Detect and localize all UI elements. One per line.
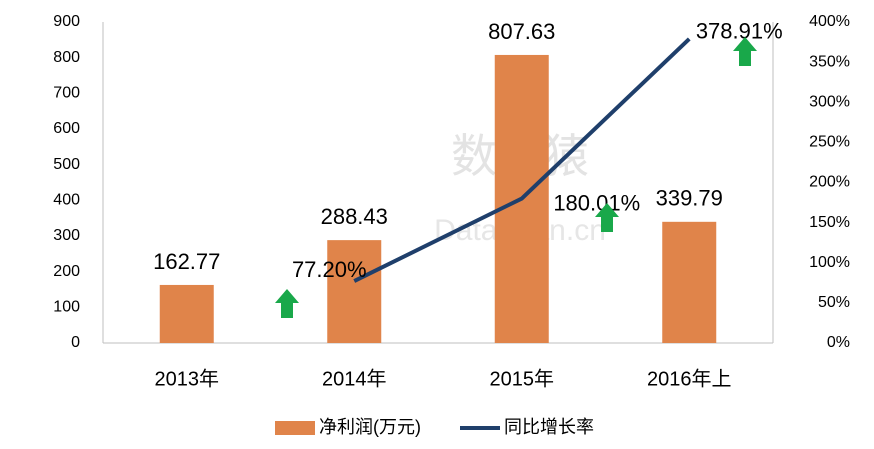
value-label: 807.63 <box>488 19 555 44</box>
x-tick-label: 2016年上 <box>647 367 732 390</box>
y-tick-label: 200 <box>53 263 80 280</box>
y-tick-label: 300 <box>53 227 80 244</box>
up-arrow <box>733 37 757 66</box>
value-label: 180.01% <box>553 190 640 215</box>
y2-tick-label: 100% <box>809 254 850 271</box>
y2-tick-label: 250% <box>809 134 850 151</box>
y2-tick-label: 300% <box>809 93 850 110</box>
y2-tick-label: 200% <box>809 174 850 191</box>
y-tick-label: 100 <box>53 299 80 316</box>
arrows <box>275 37 757 318</box>
y-tick-label: 700 <box>53 85 80 102</box>
up-arrow <box>595 203 619 232</box>
y2-tick-label: 350% <box>809 53 850 70</box>
x-tick-label: 2015年 <box>490 367 555 390</box>
bar <box>662 221 717 343</box>
value-label: 339.79 <box>656 186 723 211</box>
legend-swatch <box>275 421 315 435</box>
legend-label: 同比增长率 <box>504 417 594 437</box>
bar <box>159 284 214 343</box>
y-tick-label: 600 <box>53 120 80 137</box>
legend-label: 净利润(万元) <box>319 417 421 437</box>
value-label: 77.20% <box>292 257 367 282</box>
y-tick-label: 800 <box>53 49 80 66</box>
value-label: 378.91% <box>696 19 783 44</box>
value-label: 162.77 <box>153 249 220 274</box>
y-tick-label: 400 <box>53 192 80 209</box>
y2-tick-label: 50% <box>818 294 850 311</box>
x-tick-label: 2013年 <box>155 367 220 390</box>
y-tick-label: 900 <box>53 13 80 30</box>
y-tick-label: 0 <box>71 334 80 351</box>
value-label: 288.43 <box>321 204 388 229</box>
y2-tick-label: 400% <box>809 13 850 30</box>
line <box>353 37 691 283</box>
up-arrow <box>275 289 299 318</box>
y-tick-label: 500 <box>53 156 80 173</box>
x-tick-label: 2014年 <box>322 367 387 390</box>
y2-tick-label: 150% <box>809 214 850 231</box>
bar <box>327 240 382 343</box>
y2-tick-label: 0% <box>827 334 850 351</box>
